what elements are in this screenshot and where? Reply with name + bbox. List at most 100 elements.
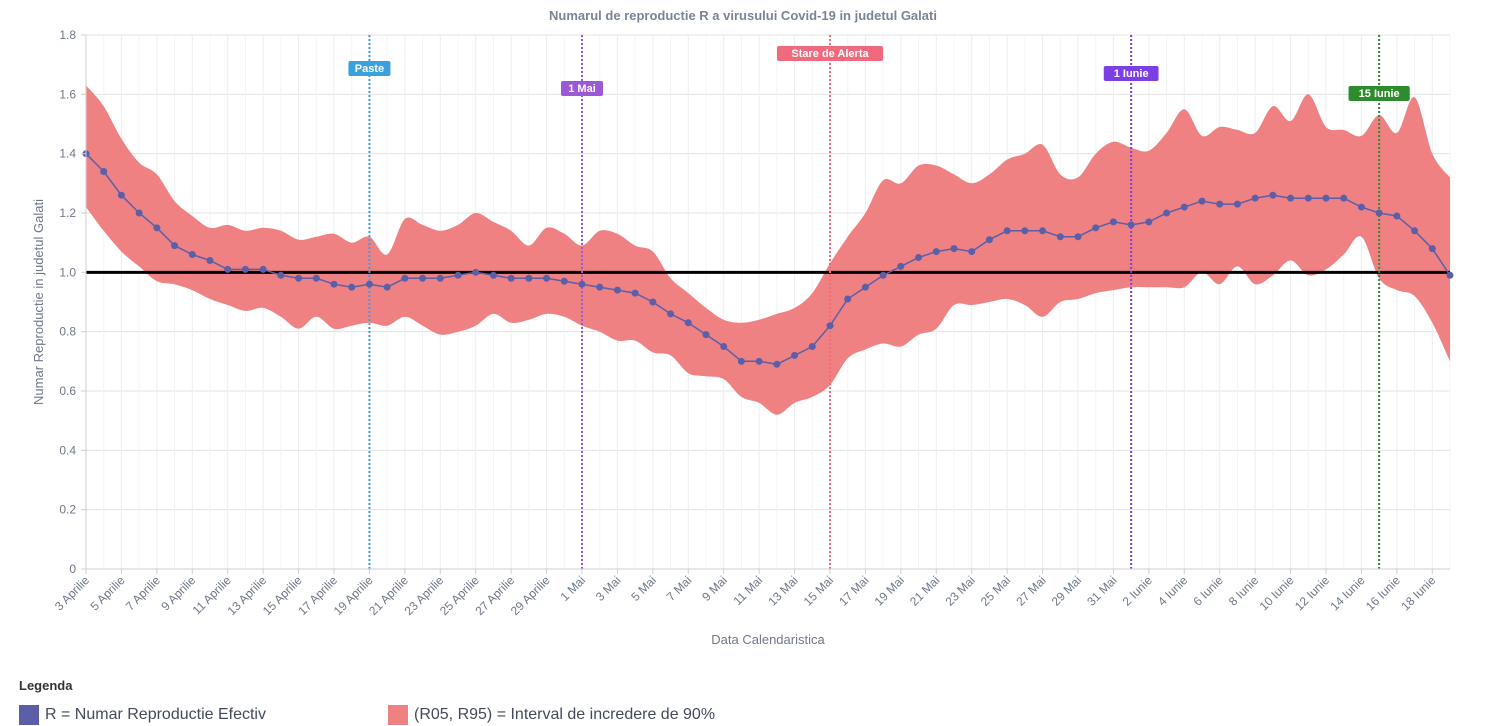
r-point[interactable] bbox=[1251, 194, 1259, 202]
r-point[interactable] bbox=[1304, 194, 1312, 202]
r-point[interactable] bbox=[861, 283, 869, 291]
r-point[interactable] bbox=[985, 236, 993, 244]
r-point[interactable] bbox=[1145, 218, 1153, 226]
r-point[interactable] bbox=[1056, 233, 1064, 241]
y-tick-label: 1.4 bbox=[59, 147, 76, 161]
r-point[interactable] bbox=[543, 274, 551, 282]
event-label-box bbox=[348, 61, 391, 76]
chart-title: Numarul de reproductie R a virusului Cov… bbox=[549, 8, 937, 23]
r-point[interactable] bbox=[808, 343, 816, 350]
r-point[interactable] bbox=[1163, 209, 1171, 217]
r-point[interactable] bbox=[117, 191, 125, 199]
y-tick-label: 1.6 bbox=[59, 87, 76, 101]
event-label: 1 Mai bbox=[568, 83, 596, 95]
r-point[interactable] bbox=[1092, 224, 1100, 232]
r-point[interactable] bbox=[560, 277, 568, 285]
r-point[interactable] bbox=[1233, 200, 1241, 208]
r-point[interactable] bbox=[1375, 209, 1383, 217]
r-point[interactable] bbox=[1198, 197, 1206, 205]
r-point[interactable] bbox=[295, 274, 303, 282]
r-point[interactable] bbox=[100, 167, 108, 175]
x-tick-label: 17 Mai bbox=[836, 573, 871, 608]
r-point[interactable] bbox=[507, 274, 515, 282]
r-point[interactable] bbox=[472, 268, 480, 276]
r-point[interactable] bbox=[879, 271, 887, 279]
r-point[interactable] bbox=[968, 248, 976, 256]
x-tick-label: 15 Mai bbox=[801, 573, 836, 608]
event-label-box bbox=[1348, 86, 1410, 101]
r-point[interactable] bbox=[383, 283, 391, 291]
x-tick-label: 27 Mai bbox=[1013, 573, 1048, 608]
r-point[interactable] bbox=[826, 322, 834, 330]
r-point[interactable] bbox=[224, 265, 232, 273]
r-point[interactable] bbox=[188, 251, 196, 259]
r-point[interactable] bbox=[401, 274, 409, 282]
r-point[interactable] bbox=[950, 245, 958, 253]
y-tick-label: 0.4 bbox=[59, 443, 76, 457]
r-point[interactable] bbox=[454, 271, 462, 279]
r-point[interactable] bbox=[153, 224, 161, 232]
r-point[interactable] bbox=[1393, 212, 1401, 220]
r-point[interactable] bbox=[135, 209, 143, 217]
r-point[interactable] bbox=[1411, 227, 1419, 235]
r-point[interactable] bbox=[1269, 191, 1277, 199]
r-point[interactable] bbox=[1216, 200, 1224, 208]
r-point[interactable] bbox=[419, 274, 427, 282]
x-tick-label: 4 Iunie bbox=[1155, 573, 1191, 609]
r-point[interactable] bbox=[171, 242, 179, 250]
r-point[interactable] bbox=[436, 274, 444, 282]
r-point[interactable] bbox=[702, 331, 710, 339]
r-point[interactable] bbox=[596, 283, 604, 291]
r-point[interactable] bbox=[206, 256, 214, 264]
r-point[interactable] bbox=[1039, 227, 1047, 235]
r-point[interactable] bbox=[932, 248, 940, 256]
r-point[interactable] bbox=[348, 283, 356, 291]
confidence-band bbox=[86, 85, 1450, 415]
event-label: 1 Iunie bbox=[1114, 68, 1149, 80]
r-point[interactable] bbox=[667, 310, 675, 318]
r-point[interactable] bbox=[631, 289, 639, 297]
r-point[interactable] bbox=[1287, 194, 1295, 202]
r-point[interactable] bbox=[1180, 203, 1188, 211]
r-point[interactable] bbox=[915, 254, 923, 261]
r-point[interactable] bbox=[791, 351, 799, 359]
r-point[interactable] bbox=[1357, 203, 1365, 211]
x-tick-label: 29 Mai bbox=[1049, 573, 1084, 608]
r-point[interactable] bbox=[1127, 221, 1135, 229]
r-point[interactable] bbox=[489, 271, 497, 279]
r-point[interactable] bbox=[330, 280, 338, 288]
r-point[interactable] bbox=[1021, 227, 1029, 235]
r-point[interactable] bbox=[755, 357, 763, 365]
r-point[interactable] bbox=[737, 357, 745, 365]
r-point[interactable] bbox=[241, 265, 249, 273]
y-tick-label: 1.2 bbox=[59, 206, 76, 220]
r-point[interactable] bbox=[277, 271, 285, 279]
r-point[interactable] bbox=[1074, 233, 1082, 241]
r-point[interactable] bbox=[613, 286, 621, 294]
r-point[interactable] bbox=[1322, 194, 1330, 202]
r-point[interactable] bbox=[1446, 271, 1454, 279]
r-point[interactable] bbox=[1003, 227, 1011, 235]
r-point[interactable] bbox=[844, 295, 852, 303]
r-point[interactable] bbox=[365, 280, 373, 288]
r-point[interactable] bbox=[312, 274, 320, 282]
r-point[interactable] bbox=[649, 298, 657, 306]
confidence-band-layer bbox=[86, 85, 1450, 415]
x-tick-label: 23 Mai bbox=[942, 573, 977, 608]
r-point[interactable] bbox=[720, 343, 728, 350]
x-tick-label: 29 Aprilie bbox=[508, 573, 553, 618]
reproduction-chart: Numarul de reproductie R a virusului Cov… bbox=[31, 8, 1454, 647]
r-point[interactable] bbox=[578, 280, 586, 288]
legend-item-interval[interactable]: (R05, R95) = Interval de incredere de 90… bbox=[388, 705, 715, 725]
r-point[interactable] bbox=[1428, 245, 1436, 253]
r-point[interactable] bbox=[684, 319, 692, 327]
r-point[interactable] bbox=[259, 265, 267, 273]
r-point[interactable] bbox=[1340, 194, 1348, 202]
legend-item-r[interactable]: R = Numar Reproductie Efectiv bbox=[19, 705, 266, 725]
r-point[interactable] bbox=[525, 274, 533, 282]
event-label: Stare de Alerta bbox=[791, 48, 869, 60]
x-tick-label: 13 Mai bbox=[765, 573, 800, 608]
r-point[interactable] bbox=[897, 262, 905, 270]
r-point[interactable] bbox=[1109, 218, 1117, 226]
r-point[interactable] bbox=[773, 360, 781, 368]
